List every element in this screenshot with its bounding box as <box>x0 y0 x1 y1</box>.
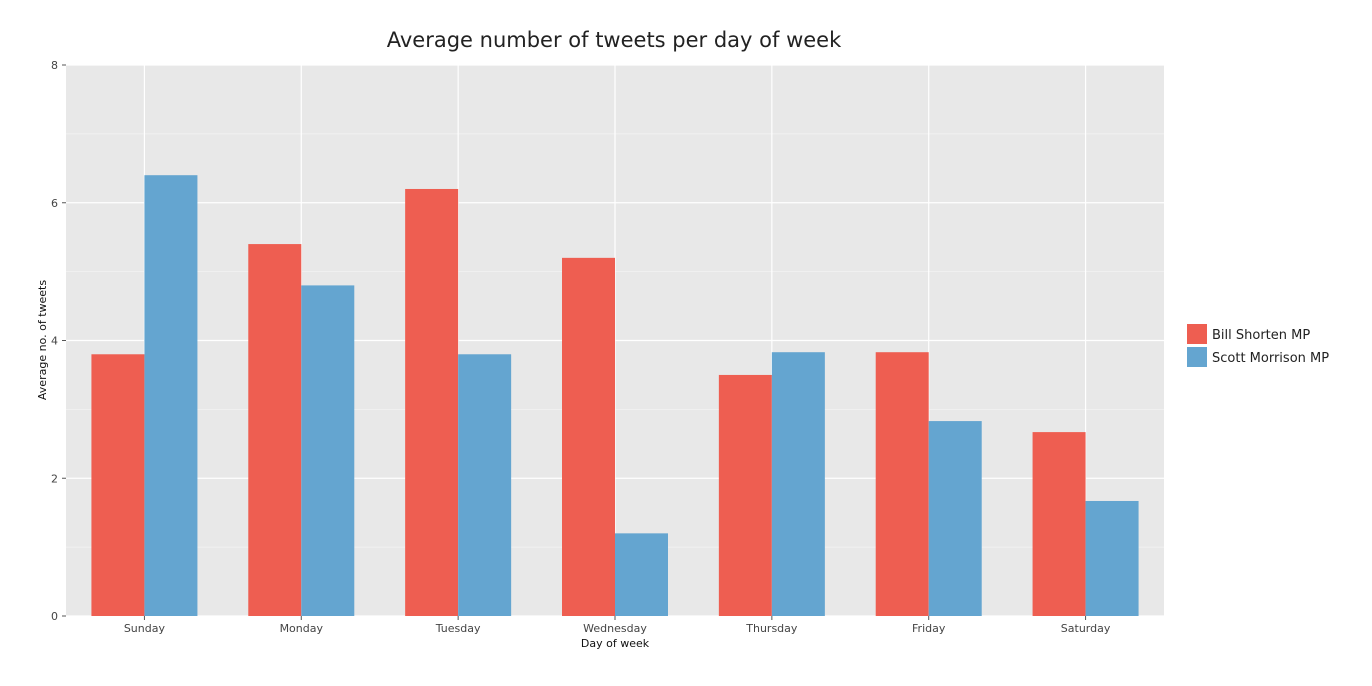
x-tick-label: Thursday <box>745 622 798 635</box>
y-tick-label: 0 <box>51 610 58 623</box>
bar <box>91 354 145 616</box>
legend: Bill Shorten MP Scott Morrison MP <box>1187 324 1329 367</box>
legend-key <box>1187 324 1207 344</box>
x-axis-label: Day of week <box>581 637 650 650</box>
bar <box>405 188 459 616</box>
bar <box>1085 500 1139 616</box>
legend-key <box>1187 347 1207 367</box>
bar <box>458 354 512 616</box>
bar <box>928 421 982 616</box>
x-axis-ticks: Sunday Monday Tuesday Wednesday Thursday Frid… <box>124 616 1111 635</box>
bar <box>1032 432 1086 616</box>
x-tick-label: Monday <box>280 622 324 635</box>
x-tick-label: Wednesday <box>583 622 647 635</box>
bars <box>91 175 1139 616</box>
chart-title: Average number of tweets per day of week <box>387 28 842 52</box>
x-tick-label: Tuesday <box>435 622 481 635</box>
legend-label: Bill Shorten MP <box>1212 328 1310 343</box>
y-axis-ticks: 0 2 4 6 8 <box>51 59 66 623</box>
x-tick-label: Saturday <box>1061 622 1111 635</box>
y-axis-label: Average no. of tweets <box>36 280 49 400</box>
bar <box>875 352 929 616</box>
legend-label: Scott Morrison MP <box>1212 351 1329 366</box>
y-tick-label: 4 <box>51 335 58 348</box>
bar <box>248 244 302 616</box>
bar <box>718 374 772 616</box>
y-tick-label: 6 <box>51 197 58 210</box>
x-tick-label: Sunday <box>124 622 166 635</box>
bar <box>301 285 355 616</box>
bar <box>771 352 825 616</box>
y-tick-label: 8 <box>51 59 58 72</box>
bar <box>144 175 198 616</box>
y-tick-label: 2 <box>51 472 58 485</box>
bar <box>615 533 668 616</box>
bar <box>562 257 615 616</box>
x-tick-label: Friday <box>912 622 946 635</box>
